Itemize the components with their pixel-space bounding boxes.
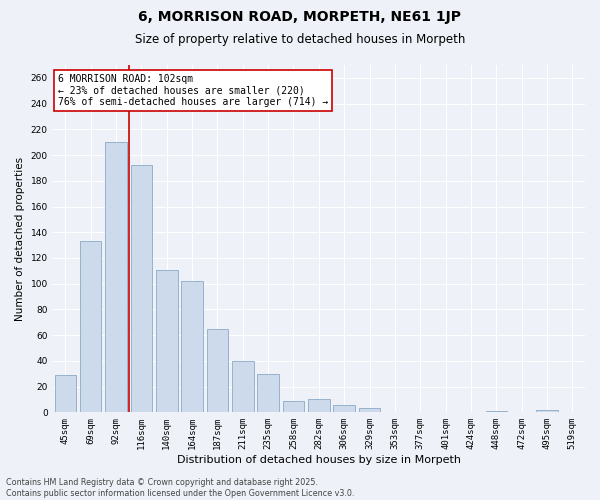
Bar xyxy=(283,401,304,412)
Bar xyxy=(181,281,203,412)
Bar xyxy=(334,404,355,412)
Bar xyxy=(55,375,76,412)
X-axis label: Distribution of detached houses by size in Morpeth: Distribution of detached houses by size … xyxy=(177,455,461,465)
Bar xyxy=(485,411,507,412)
Bar xyxy=(359,408,380,412)
Bar xyxy=(232,361,254,412)
Bar xyxy=(80,241,101,412)
Text: Contains HM Land Registry data © Crown copyright and database right 2025.
Contai: Contains HM Land Registry data © Crown c… xyxy=(6,478,355,498)
Text: 6, MORRISON ROAD, MORPETH, NE61 1JP: 6, MORRISON ROAD, MORPETH, NE61 1JP xyxy=(139,10,461,24)
Text: 6 MORRISON ROAD: 102sqm
← 23% of detached houses are smaller (220)
76% of semi-d: 6 MORRISON ROAD: 102sqm ← 23% of detache… xyxy=(58,74,328,107)
Text: Size of property relative to detached houses in Morpeth: Size of property relative to detached ho… xyxy=(135,32,465,46)
Bar xyxy=(308,400,329,412)
Bar xyxy=(257,374,279,412)
Y-axis label: Number of detached properties: Number of detached properties xyxy=(15,156,25,320)
Bar xyxy=(156,270,178,412)
Bar xyxy=(206,328,228,412)
Bar xyxy=(536,410,558,412)
Bar xyxy=(105,142,127,412)
Bar xyxy=(131,166,152,412)
